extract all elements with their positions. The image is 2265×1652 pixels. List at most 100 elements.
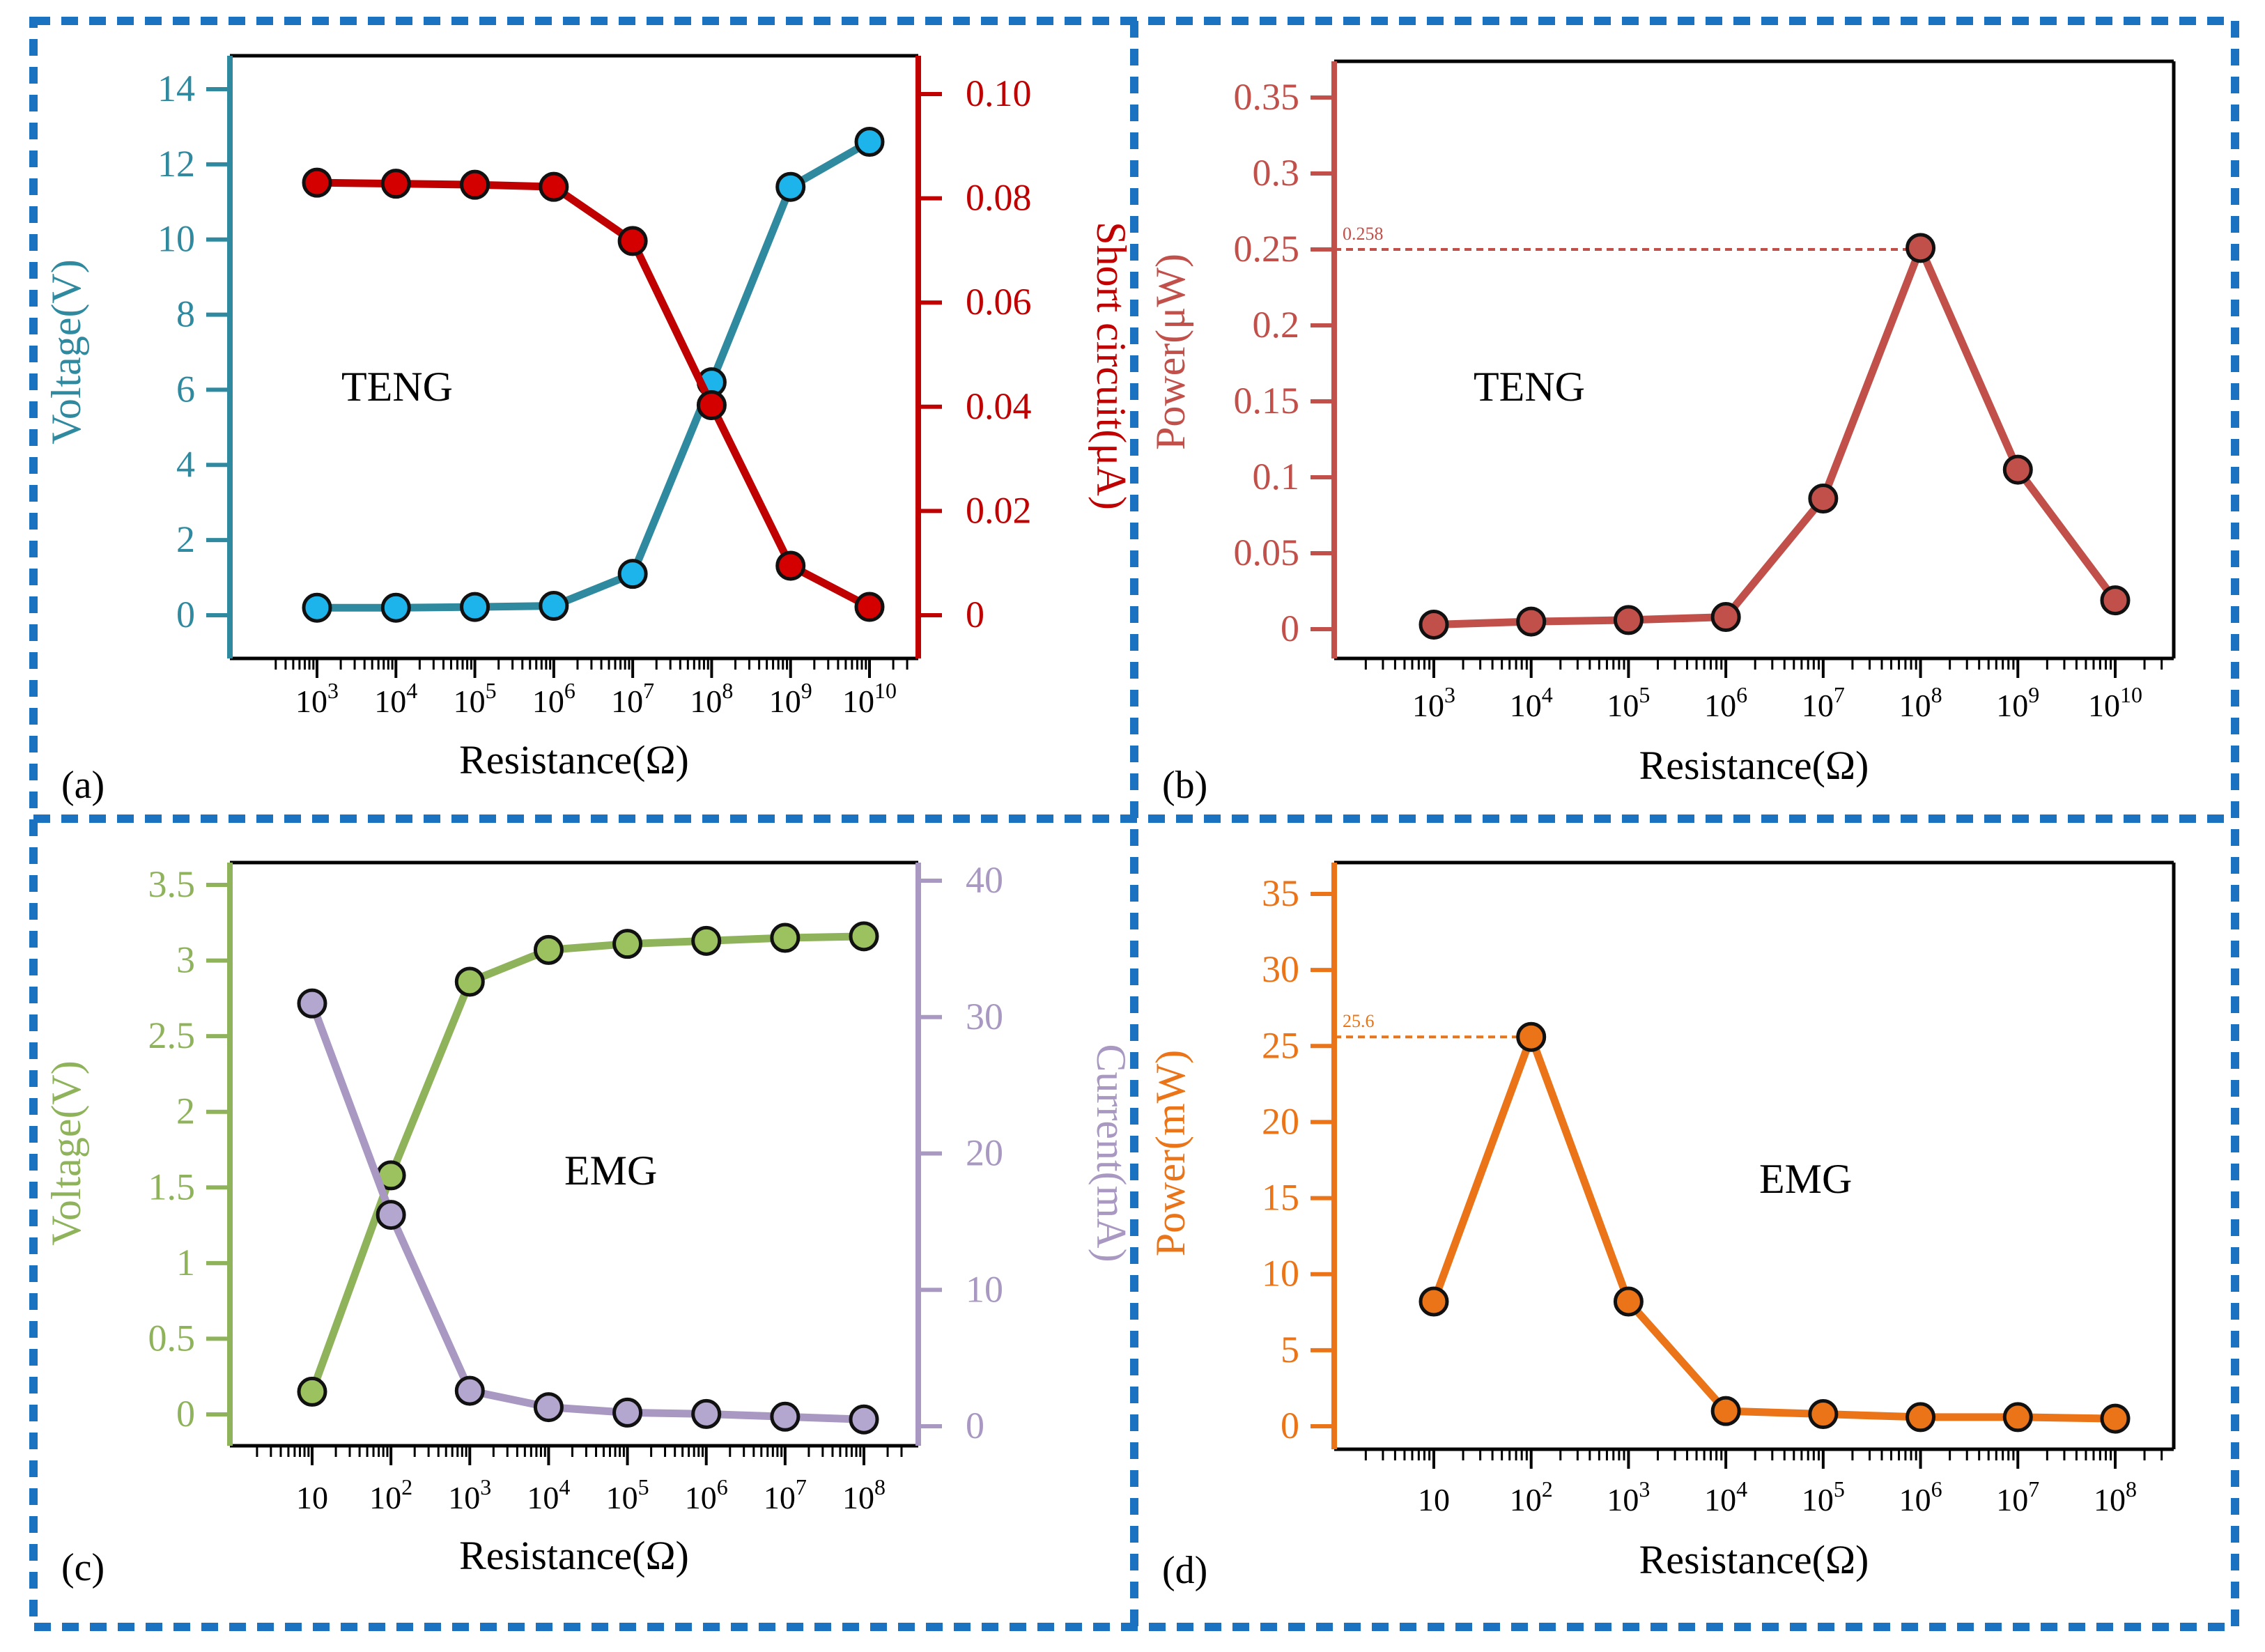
left-y-tick-label: 30 [1262,948,1299,990]
x-tick-label: 104 [1704,1476,1747,1518]
right-y-tick-label: 0 [966,594,984,635]
data-point-0 [775,171,806,202]
data-point-1 [849,1404,879,1435]
data-point-1 [617,226,648,256]
data-point-0 [691,925,722,956]
data-point-0 [1613,1286,1644,1317]
right-y-tick-label: 30 [966,996,1003,1037]
data-point-0 [617,559,648,589]
data-point-0 [533,934,564,965]
data-point-0 [1418,609,1449,640]
x-tick-label: 103 [448,1474,491,1515]
left-y-tick-label: 0 [176,594,195,635]
series-line-0 [1430,1033,2116,1423]
left-y-tick-label: 2.5 [148,1014,196,1056]
x-tick-label: 109 [769,678,812,719]
left-y-tick-label: 2 [176,1090,195,1132]
data-point-0 [849,921,879,952]
x-tick-label: 105 [454,678,497,719]
panel-label: (a) [61,764,105,807]
left-y-tick-label: 2 [176,518,195,560]
left-y-axis-title: Power(μW) [1147,254,1193,450]
data-point-0 [770,923,801,953]
panel-annotation: TENG [1474,364,1585,410]
x-axis-title: Resistance(Ω) [459,1533,689,1578]
x-tick-label: 108 [690,678,733,719]
left-y-tick-label: 5 [1281,1329,1299,1371]
left-y-tick-label: 0 [1281,1405,1299,1446]
data-point-1 [612,1397,643,1428]
x-tick-label: 109 [1996,682,2039,723]
x-axis-title: Resistance(Ω) [1639,743,1869,788]
data-point-0 [1613,605,1644,635]
series-line-0 [1433,244,2119,628]
x-tick-label: 106 [685,1474,728,1515]
left-y-tick-label: 35 [1262,872,1299,914]
data-point-0 [460,592,490,622]
data-point-0 [1808,484,1839,514]
right-y-tick-label: 0.02 [966,489,1032,531]
right-y-tick-label: 0.06 [966,281,1032,323]
x-tick-label: 108 [842,1474,886,1515]
panel-a-teng-voltage-current: 103 104 105 106 107 108 109 1010Resistance(Ω)02… [43,54,1134,807]
data-point-0 [539,591,569,622]
x-tick-label: 106 [1899,1476,1942,1518]
data-point-1 [533,1392,564,1423]
x-tick-label: 106 [532,678,575,719]
x-tick-label: 102 [369,1474,412,1515]
left-y-tick-label: 1.5 [148,1166,196,1207]
x-tick-label: 105 [1802,1476,1845,1518]
data-point-0 [2100,1403,2131,1434]
x-tick-label: 103 [1412,682,1455,723]
panel-d-emg-power: 10 102 103 104 105 106 107 108 Resistance(Ω) 0 5 10… [1147,860,2176,1592]
left-y-axis-title: Power(mW) [1147,1050,1193,1257]
data-point-1 [696,390,727,421]
x-tick-label: 107 [1996,1476,2039,1518]
left-y-tick-label: 1 [176,1242,195,1283]
data-point-0 [1710,1396,1741,1426]
panel-b-teng-power: 103 104 105 106 107 108 109 1010 Resistance(Ω) 0 0… [1147,59,2176,807]
data-point-0 [380,592,411,623]
data-point-0 [1516,606,1547,637]
x-tick-label: 103 [295,678,339,719]
right-y-tick-label: 40 [966,859,1003,901]
left-y-axis-title: Voltage(V) [43,1060,89,1246]
left-y-tick-label: 0.2 [1253,304,1300,346]
data-point-0 [1418,1286,1449,1317]
right-y-tick-label: 20 [966,1132,1003,1174]
left-y-tick-label: 15 [1262,1177,1299,1219]
left-y-tick-label: 25 [1262,1024,1299,1066]
data-point-0 [1808,1399,1839,1430]
data-point-1 [380,169,411,199]
x-tick-label: 105 [1607,682,1650,723]
left-y-tick-label: 10 [157,218,195,260]
data-point-0 [612,929,643,959]
x-tick-label: 104 [374,678,417,719]
left-y-tick-label: 0.15 [1234,380,1300,422]
x-tick-label: 106 [1704,682,1747,723]
left-y-tick-label: 0.35 [1234,76,1300,118]
panel-label: (b) [1162,764,1207,807]
data-point-0 [1905,233,1936,263]
left-y-tick-label: 3 [176,939,195,981]
data-point-0 [454,966,485,997]
panel-c-emg-voltage-current: 10 102 103 104 105 106 107 108Resistance(Ω)00.5… [43,859,1134,1589]
data-point-0 [297,1376,327,1407]
data-point-0 [2002,454,2033,485]
left-y-tick-label: 0 [176,1393,195,1435]
left-y-tick-label: 0.3 [1253,152,1300,194]
data-point-0 [2100,585,2131,616]
x-axis-title: Resistance(Ω) [459,737,689,782]
left-y-tick-label: 4 [176,443,195,485]
data-point-1 [770,1401,801,1432]
x-tick-label: 107 [611,678,654,719]
x-tick-label: 108 [1899,682,1942,723]
data-point-0 [1516,1021,1547,1052]
data-point-1 [691,1398,722,1429]
data-point-1 [302,167,332,198]
data-point-1 [460,169,490,200]
right-y-tick-label: 10 [966,1268,1003,1310]
x-tick-label: 102 [1510,1476,1553,1518]
peak-value-label: 0.258 [1343,224,1384,244]
